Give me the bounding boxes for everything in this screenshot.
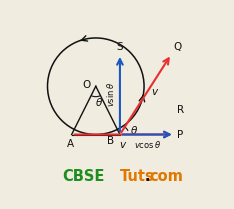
Text: O: O: [82, 80, 90, 90]
Text: CBSE: CBSE: [62, 169, 104, 184]
Text: com: com: [150, 169, 183, 184]
Text: Q: Q: [173, 42, 181, 52]
Text: Tuts: Tuts: [120, 169, 155, 184]
Text: $\theta$: $\theta$: [95, 96, 103, 107]
Text: $v\cos\theta$: $v\cos\theta$: [134, 139, 161, 150]
Text: .: .: [145, 169, 150, 184]
Text: R: R: [177, 105, 184, 115]
Text: P: P: [177, 130, 183, 140]
Text: B: B: [107, 136, 114, 146]
Text: $v$: $v$: [119, 140, 127, 150]
Text: S: S: [117, 42, 123, 52]
Text: A: A: [67, 139, 74, 149]
Text: $v$: $v$: [151, 87, 160, 97]
Text: $\theta$: $\theta$: [130, 125, 139, 136]
Text: $v\sin\theta$: $v\sin\theta$: [105, 82, 116, 107]
